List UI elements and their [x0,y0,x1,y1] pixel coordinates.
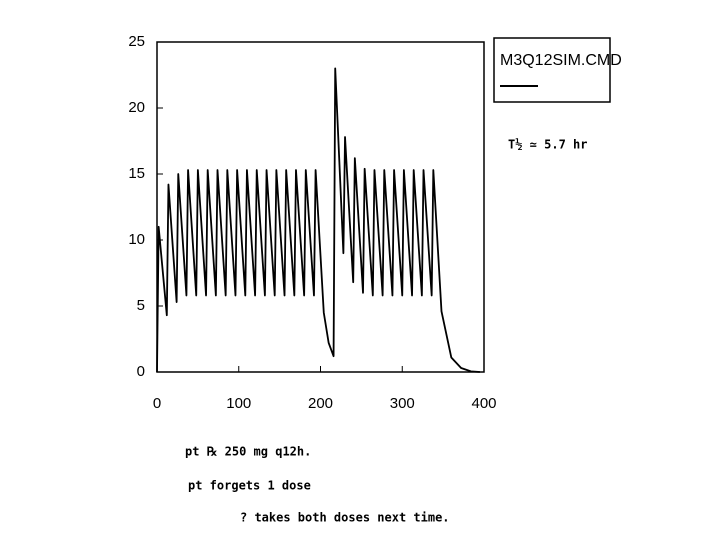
data-line [156,67,480,373]
x-tick-label: 200 [308,395,333,412]
annotation: pt ℞ 250 mg q12h. [185,445,311,459]
legend-box [493,37,611,103]
legend-label: M3Q12SIM.CMD [500,52,622,69]
y-tick-label: 5 [137,297,145,314]
y-tick-label: 10 [128,231,145,248]
y-tick-label: 0 [137,363,145,380]
y-tick-label: 25 [128,33,145,50]
annotation: pt forgets 1 dose [188,479,311,493]
y-tick-label: 15 [128,165,145,182]
annotation: T½ ≃ 5.7 hr [508,138,587,152]
y-tick-label: 20 [128,99,145,116]
x-tick-label: 0 [153,395,161,412]
x-tick-label: 100 [226,395,251,412]
x-tick-label: 300 [390,395,415,412]
annotation: ? takes both doses next time. [240,511,450,525]
x-tick-label: 400 [471,395,496,412]
